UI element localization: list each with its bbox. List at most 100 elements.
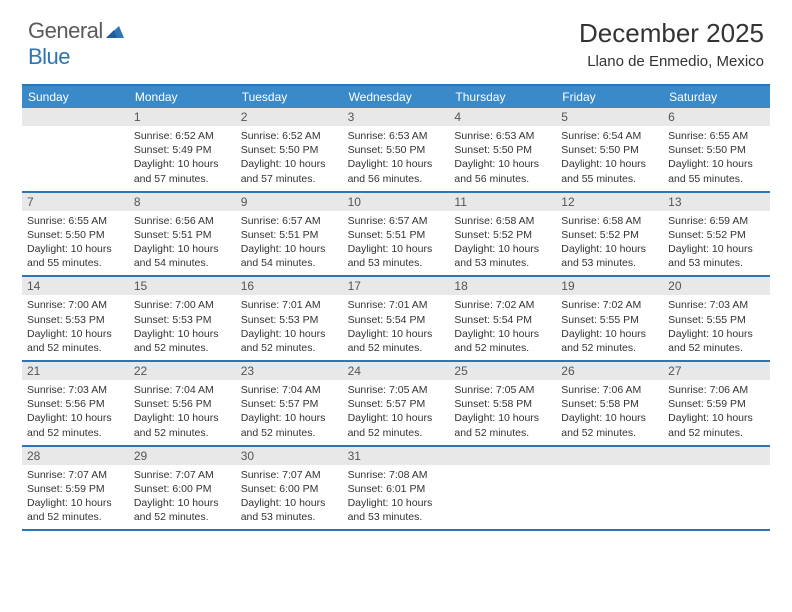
- daylight-text: Daylight: 10 hours and 52 minutes.: [241, 411, 338, 439]
- day-cell: 6Sunrise: 6:55 AMSunset: 5:50 PMDaylight…: [663, 108, 770, 191]
- location-label: Llano de Enmedio, Mexico: [579, 53, 764, 70]
- day-info: Sunrise: 7:07 AMSunset: 6:00 PMDaylight:…: [129, 465, 236, 530]
- day-number: 29: [129, 447, 236, 465]
- daylight-text: Daylight: 10 hours and 52 minutes.: [561, 327, 658, 355]
- day-cell: 16Sunrise: 7:01 AMSunset: 5:53 PMDayligh…: [236, 277, 343, 360]
- daylight-text: Daylight: 10 hours and 53 minutes.: [668, 242, 765, 270]
- day-cell: 14Sunrise: 7:00 AMSunset: 5:53 PMDayligh…: [22, 277, 129, 360]
- sunset-text: Sunset: 5:50 PM: [241, 143, 338, 157]
- sunrise-text: Sunrise: 7:03 AM: [27, 383, 124, 397]
- day-cell: 26Sunrise: 7:06 AMSunset: 5:58 PMDayligh…: [556, 362, 663, 445]
- day-info: Sunrise: 7:01 AMSunset: 5:53 PMDaylight:…: [236, 295, 343, 360]
- day-number: 20: [663, 277, 770, 295]
- day-number: 31: [343, 447, 450, 465]
- day-number: 21: [22, 362, 129, 380]
- sunset-text: Sunset: 5:51 PM: [241, 228, 338, 242]
- daylight-text: Daylight: 10 hours and 55 minutes.: [668, 157, 765, 185]
- daylight-text: Daylight: 10 hours and 57 minutes.: [241, 157, 338, 185]
- day-number: 19: [556, 277, 663, 295]
- title-block: December 2025 Llano de Enmedio, Mexico: [579, 18, 764, 70]
- dayhead-sunday: Sunday: [22, 86, 129, 108]
- sunrise-text: Sunrise: 7:06 AM: [668, 383, 765, 397]
- day-info: Sunrise: 7:01 AMSunset: 5:54 PMDaylight:…: [343, 295, 450, 360]
- day-number: 15: [129, 277, 236, 295]
- logo-text: GeneralBlue: [28, 18, 124, 70]
- week-row: 28Sunrise: 7:07 AMSunset: 5:59 PMDayligh…: [22, 447, 770, 532]
- sunrise-text: Sunrise: 7:08 AM: [348, 468, 445, 482]
- day-number: 17: [343, 277, 450, 295]
- sunset-text: Sunset: 5:56 PM: [134, 397, 231, 411]
- daylight-text: Daylight: 10 hours and 52 minutes.: [134, 327, 231, 355]
- day-cell: [663, 447, 770, 530]
- day-info: Sunrise: 6:52 AMSunset: 5:50 PMDaylight:…: [236, 126, 343, 191]
- sunrise-text: Sunrise: 7:07 AM: [27, 468, 124, 482]
- day-number: 10: [343, 193, 450, 211]
- sunrise-text: Sunrise: 7:02 AM: [561, 298, 658, 312]
- day-cell: 18Sunrise: 7:02 AMSunset: 5:54 PMDayligh…: [449, 277, 556, 360]
- sunrise-text: Sunrise: 6:53 AM: [348, 129, 445, 143]
- day-cell: [556, 447, 663, 530]
- daylight-text: Daylight: 10 hours and 52 minutes.: [134, 411, 231, 439]
- day-number: 23: [236, 362, 343, 380]
- day-number: 13: [663, 193, 770, 211]
- sunrise-text: Sunrise: 7:04 AM: [134, 383, 231, 397]
- day-info: Sunrise: 6:52 AMSunset: 5:49 PMDaylight:…: [129, 126, 236, 191]
- day-cell: 19 Sunrise: 7:02 AMSunset: 5:55 PMDayligh…: [556, 277, 663, 360]
- sunrise-text: Sunrise: 6:58 AM: [454, 214, 551, 228]
- day-number: [556, 447, 663, 465]
- sunset-text: Sunset: 5:57 PM: [241, 397, 338, 411]
- day-info: Sunrise: 6:57 AMSunset: 5:51 PMDaylight:…: [236, 211, 343, 276]
- sunset-text: Sunset: 5:51 PM: [348, 228, 445, 242]
- day-number: 11: [449, 193, 556, 211]
- sunset-text: Sunset: 5:55 PM: [561, 313, 658, 327]
- day-info: Sunrise: 6:58 AMSunset: 5:52 PMDaylight:…: [556, 211, 663, 276]
- sunset-text: Sunset: 5:50 PM: [561, 143, 658, 157]
- sunset-text: Sunset: 5:50 PM: [668, 143, 765, 157]
- day-info: Sunrise: 7:08 AMSunset: 6:01 PMDaylight:…: [343, 465, 450, 530]
- day-info: Sunrise: 6:58 AMSunset: 5:52 PMDaylight:…: [449, 211, 556, 276]
- sunset-text: Sunset: 5:59 PM: [668, 397, 765, 411]
- daylight-text: Daylight: 10 hours and 52 minutes.: [134, 496, 231, 524]
- sunset-text: Sunset: 5:50 PM: [27, 228, 124, 242]
- sunrise-text: Sunrise: 6:59 AM: [668, 214, 765, 228]
- daylight-text: Daylight: 10 hours and 54 minutes.: [134, 242, 231, 270]
- sunset-text: Sunset: 5:53 PM: [134, 313, 231, 327]
- daylight-text: Daylight: 10 hours and 53 minutes.: [348, 496, 445, 524]
- day-cell: 8Sunrise: 6:56 AMSunset: 5:51 PMDaylight…: [129, 193, 236, 276]
- page-title: December 2025: [579, 18, 764, 49]
- day-cell: [22, 108, 129, 191]
- sunrise-text: Sunrise: 6:52 AM: [241, 129, 338, 143]
- daylight-text: Daylight: 10 hours and 53 minutes.: [348, 242, 445, 270]
- day-number: 22: [129, 362, 236, 380]
- day-cell: 21Sunrise: 7:03 AMSunset: 5:56 PMDayligh…: [22, 362, 129, 445]
- sunset-text: Sunset: 5:49 PM: [134, 143, 231, 157]
- sunset-text: Sunset: 5:50 PM: [454, 143, 551, 157]
- week-row: 14Sunrise: 7:00 AMSunset: 5:53 PMDayligh…: [22, 277, 770, 362]
- sunset-text: Sunset: 5:59 PM: [27, 482, 124, 496]
- day-number: 16: [236, 277, 343, 295]
- day-info: Sunrise: 6:53 AMSunset: 5:50 PMDaylight:…: [343, 126, 450, 191]
- dayhead-thursday: Thursday: [449, 86, 556, 108]
- day-info: Sunrise: 7:00 AMSunset: 5:53 PMDaylight:…: [22, 295, 129, 360]
- daylight-text: Daylight: 10 hours and 52 minutes.: [454, 411, 551, 439]
- day-header-row: Sunday Monday Tuesday Wednesday Thursday…: [22, 86, 770, 108]
- day-cell: 4Sunrise: 6:53 AMSunset: 5:50 PMDaylight…: [449, 108, 556, 191]
- day-number: 8: [129, 193, 236, 211]
- sunrise-text: Sunrise: 7:00 AM: [27, 298, 124, 312]
- sunset-text: Sunset: 5:53 PM: [241, 313, 338, 327]
- day-cell: [449, 447, 556, 530]
- weeks-container: 1Sunrise: 6:52 AMSunset: 5:49 PMDaylight…: [22, 108, 770, 531]
- sunrise-text: Sunrise: 6:57 AM: [348, 214, 445, 228]
- day-info: Sunrise: 7:04 AMSunset: 5:57 PMDaylight:…: [236, 380, 343, 445]
- week-row: 1Sunrise: 6:52 AMSunset: 5:49 PMDaylight…: [22, 108, 770, 193]
- day-cell: 23Sunrise: 7:04 AMSunset: 5:57 PMDayligh…: [236, 362, 343, 445]
- day-number: 4: [449, 108, 556, 126]
- logo-text-2: Blue: [28, 44, 70, 69]
- day-number: 27: [663, 362, 770, 380]
- day-cell: 29Sunrise: 7:07 AMSunset: 6:00 PMDayligh…: [129, 447, 236, 530]
- day-info: Sunrise: 7:07 AMSunset: 6:00 PMDaylight:…: [236, 465, 343, 530]
- sunrise-text: Sunrise: 6:57 AM: [241, 214, 338, 228]
- day-cell: 7Sunrise: 6:55 AMSunset: 5:50 PMDaylight…: [22, 193, 129, 276]
- logo: GeneralBlue: [28, 18, 124, 70]
- day-cell: 27Sunrise: 7:06 AMSunset: 5:59 PMDayligh…: [663, 362, 770, 445]
